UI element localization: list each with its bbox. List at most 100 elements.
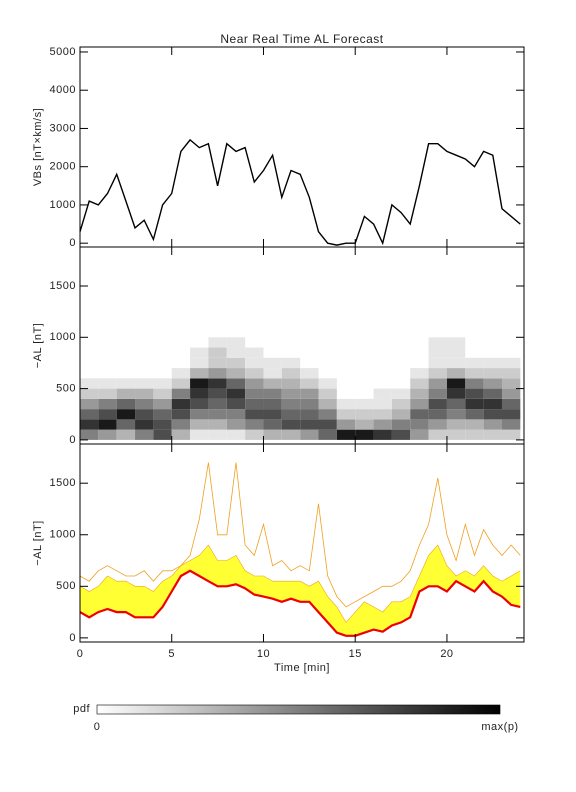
heatmap-cell bbox=[483, 409, 502, 420]
heatmap-cell bbox=[171, 378, 191, 389]
heatmap-cell bbox=[300, 368, 319, 379]
heatmap-cell bbox=[483, 398, 502, 410]
heatmap-cell bbox=[410, 388, 429, 399]
heatmap-cell bbox=[410, 409, 429, 420]
heatmap-cell bbox=[483, 368, 502, 379]
heatmap-cell bbox=[208, 429, 227, 440]
heatmap-cell bbox=[98, 388, 117, 399]
heatmap-cell bbox=[281, 388, 301, 399]
heatmap-cell bbox=[263, 419, 282, 430]
heatmap-cell bbox=[153, 419, 172, 430]
heatmap-cell bbox=[391, 398, 411, 410]
heatmap-cell bbox=[171, 388, 191, 399]
heatmap-cell bbox=[446, 398, 466, 410]
heatmap-cell bbox=[116, 388, 136, 399]
heatmap-cell bbox=[501, 378, 521, 389]
heatmap-cell bbox=[135, 419, 154, 430]
heatmap-cell bbox=[300, 429, 319, 440]
heatmap-cell bbox=[190, 409, 209, 420]
heatmap-cell bbox=[373, 388, 392, 399]
heatmap-cell bbox=[336, 398, 356, 410]
heatmap-cell bbox=[446, 409, 466, 420]
heatmap-cell bbox=[80, 419, 99, 430]
heatmap-cell bbox=[501, 419, 521, 430]
heatmap-cell bbox=[208, 388, 227, 399]
heatmap-cell bbox=[281, 429, 301, 440]
heatmap-cell bbox=[98, 419, 117, 430]
heatmap-cell bbox=[428, 429, 447, 440]
heatmap-cell bbox=[208, 409, 227, 420]
y-tick-label: 1000 bbox=[50, 199, 76, 211]
heatmap-cell bbox=[263, 357, 282, 369]
heatmap-cell bbox=[410, 429, 429, 440]
heatmap-cell bbox=[501, 398, 521, 410]
heatmap-cell bbox=[153, 398, 172, 410]
heatmap-cell bbox=[501, 409, 521, 420]
heatmap-cell bbox=[281, 419, 301, 430]
heatmap-cell bbox=[153, 378, 172, 389]
heatmap-cell bbox=[428, 337, 447, 348]
heatmap-cell bbox=[300, 398, 319, 410]
heatmap-cell bbox=[465, 378, 484, 389]
heatmap-cell bbox=[208, 347, 227, 358]
heatmap-cell bbox=[263, 398, 282, 410]
heatmap-cell bbox=[263, 378, 282, 389]
heatmap-cell bbox=[135, 378, 154, 389]
heatmap-cell bbox=[226, 357, 246, 369]
heatmap-cell bbox=[98, 429, 117, 440]
heatmap-cell bbox=[116, 378, 136, 389]
heatmap-cell bbox=[171, 409, 191, 420]
heatmap-cell bbox=[428, 388, 447, 399]
heatmap-cell bbox=[245, 409, 264, 420]
heatmap-cell bbox=[116, 429, 136, 440]
heatmap-cell bbox=[428, 368, 447, 379]
heatmap-cell bbox=[318, 388, 337, 399]
heatmap-cell bbox=[98, 398, 117, 410]
heatmap-cell bbox=[208, 337, 227, 348]
heatmap-cell bbox=[410, 398, 429, 410]
heatmap-cell bbox=[245, 368, 264, 379]
band-area bbox=[80, 545, 521, 636]
heatmap-cell bbox=[501, 368, 521, 379]
heatmap-cell bbox=[428, 419, 447, 430]
heatmap-cell bbox=[171, 429, 191, 440]
heatmap-cell bbox=[300, 419, 319, 430]
heatmap-cell bbox=[190, 398, 209, 410]
heatmap-cell bbox=[300, 409, 319, 420]
y-axis-label: −AL [nT] bbox=[32, 520, 44, 565]
envelope-line bbox=[79, 462, 521, 608]
heatmap-cell bbox=[245, 388, 264, 399]
heatmap-cell bbox=[98, 409, 117, 420]
heatmap-cell bbox=[483, 429, 502, 440]
heatmap-cell bbox=[336, 409, 356, 420]
heatmap-cell bbox=[300, 378, 319, 389]
median-line bbox=[79, 569, 521, 637]
heatmap-cell bbox=[373, 429, 392, 440]
y-tick-label: 3000 bbox=[50, 122, 76, 134]
heatmap-cell bbox=[226, 409, 246, 420]
heatmap-cell bbox=[263, 388, 282, 399]
heatmap-cell bbox=[245, 378, 264, 389]
heatmap-cell bbox=[245, 398, 264, 410]
heatmap-cell bbox=[135, 388, 154, 399]
data-line bbox=[79, 138, 521, 246]
heatmap-cell bbox=[281, 357, 301, 369]
heatmap-cell bbox=[245, 357, 264, 369]
plot-frame bbox=[79, 443, 525, 643]
heatmap-cell bbox=[190, 378, 209, 389]
heatmap-cell bbox=[226, 368, 246, 379]
heatmap-cell bbox=[153, 429, 172, 440]
heatmap-cell bbox=[171, 398, 191, 410]
heatmap-cell bbox=[171, 419, 191, 430]
heatmap-cell bbox=[446, 419, 466, 430]
heatmap-cell bbox=[226, 347, 246, 358]
heatmap-cell bbox=[446, 368, 466, 379]
y-tick-label: 0 bbox=[69, 237, 76, 249]
heatmap-cell bbox=[318, 429, 337, 440]
heatmap-cell bbox=[300, 388, 319, 399]
heatmap-cell bbox=[116, 398, 136, 410]
heatmap-cell bbox=[245, 347, 264, 358]
x-tick-label: 5 bbox=[168, 648, 175, 660]
heatmap-cell bbox=[226, 337, 246, 348]
